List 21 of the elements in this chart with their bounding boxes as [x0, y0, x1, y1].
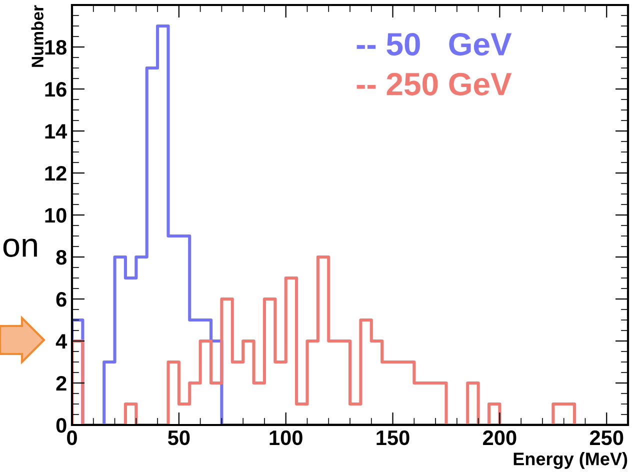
y-tick-label: 4	[56, 334, 68, 349]
x-tick-label: 100	[270, 430, 302, 446]
x-tick-label: 50	[168, 430, 190, 446]
x-tick-label: 200	[483, 430, 516, 446]
y-axis-title: Number	[31, 5, 44, 67]
text: -- 250 GeV	[356, 72, 512, 96]
x-tick-label: 150	[376, 430, 410, 446]
y-tick-label: 8	[56, 250, 66, 265]
y-tick-label: 14	[45, 124, 68, 139]
text: -- 50 GeV	[356, 32, 512, 56]
y-tick-label: 2	[56, 376, 66, 391]
x-tick-label: 250	[590, 430, 624, 446]
text: on	[3, 238, 37, 257]
x-axis-title: Energy (MeV)	[514, 452, 628, 469]
y-tick-label: 10	[45, 208, 66, 223]
y-tick-label: 6	[56, 292, 66, 307]
y-tick-label: 0	[56, 418, 66, 433]
x-tick-label: 0	[67, 430, 77, 446]
y-tick-label: 16	[45, 82, 66, 97]
y-tick-label: 18	[45, 40, 66, 55]
y-tick-label: 12	[45, 166, 66, 181]
